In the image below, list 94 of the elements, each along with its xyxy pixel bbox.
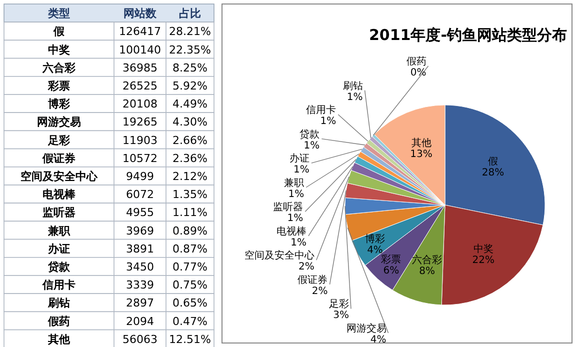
category-label: 监听器 — [42, 206, 76, 220]
category-label: 六合彩 — [42, 61, 76, 74]
data-label: 13% — [410, 149, 432, 160]
data-label: 3969 — [126, 224, 154, 238]
data-label: 1% — [294, 164, 310, 176]
data-label: 0% — [410, 68, 426, 78]
data-label: 2.36% — [172, 152, 208, 165]
data-label: 1% — [288, 188, 304, 200]
data-label: 0.89% — [172, 224, 208, 238]
data-label: 1% — [287, 213, 304, 224]
data-label: 4.49% — [172, 98, 208, 111]
data-label: 0.65% — [172, 296, 208, 310]
category-label: 足彩 — [47, 134, 71, 147]
data-label: 1% — [346, 92, 363, 103]
data-label: 4955 — [126, 206, 154, 220]
data-label: 10572 — [122, 152, 158, 165]
data-label: 2897 — [126, 296, 154, 310]
slice-label: 博彩 — [365, 233, 386, 246]
category-label: 兼职 — [47, 224, 71, 238]
category-label: 办证 — [47, 242, 70, 256]
category-label: 假证券 — [42, 152, 76, 165]
category-label: 其他 — [47, 332, 71, 346]
category-label: 假药 — [47, 314, 70, 328]
category-label: 博彩 — [47, 98, 71, 111]
slice-label: 足彩 — [328, 298, 349, 310]
data-label: 20108 — [122, 98, 158, 111]
data-label: 3891 — [126, 242, 154, 256]
data-label: 126417 — [119, 25, 161, 38]
data-label: 26525 — [122, 79, 158, 92]
slice-label: 其他 — [411, 137, 432, 150]
category-label: 贷款 — [47, 260, 71, 274]
data-label: 100140 — [119, 43, 161, 56]
category-label: 信用卡 — [42, 278, 76, 292]
category-label: 中奖 — [48, 43, 70, 56]
slice-label: 假药 — [406, 56, 426, 68]
data-label: 2% — [312, 286, 328, 297]
category-label: 电视棒 — [42, 188, 76, 202]
data-label: 22% — [472, 255, 495, 266]
data-label: 1% — [290, 237, 306, 248]
data-label: 22.35% — [169, 43, 211, 56]
data-label: 19265 — [122, 116, 158, 129]
data-label: 12.51% — [169, 332, 211, 346]
data-label: 28% — [482, 167, 504, 178]
data-label: 8.25% — [172, 61, 208, 74]
slice-label: 空间及安全中心 — [244, 250, 314, 262]
slice-label: 贷款 — [300, 128, 320, 140]
data-label: 6% — [383, 266, 400, 277]
slice-label: 监听器 — [273, 201, 304, 214]
data-label: 9499 — [126, 170, 154, 183]
slice-label: 假证券 — [298, 274, 328, 286]
category-label: 空间及安全中心 — [20, 170, 98, 183]
data-label: 1.35% — [172, 188, 208, 202]
data-label: 4.30% — [172, 116, 208, 129]
data-label: 56063 — [122, 332, 158, 346]
text: 类型 — [47, 7, 70, 20]
data-label: 11903 — [122, 134, 158, 147]
slice-label: 刷钻 — [342, 80, 363, 92]
data-label: 4% — [370, 334, 386, 346]
data-label: 6072 — [126, 188, 154, 202]
slice-label: 中奖 — [473, 243, 494, 256]
data-label: 0.77% — [172, 260, 208, 274]
slice-label: 信用卡 — [306, 104, 336, 116]
data-label: 0.75% — [172, 278, 208, 292]
data-label: 1.11% — [172, 206, 208, 220]
data-label: 1% — [320, 116, 336, 128]
category-label: 彩票 — [47, 79, 70, 92]
series-label: 网站数 — [124, 7, 158, 20]
data-label: 28.21% — [169, 25, 211, 38]
slice-label: 电视棒 — [276, 225, 306, 238]
data-label: 3% — [333, 310, 349, 322]
data-label: 0.47% — [172, 314, 208, 328]
data-label: 2094 — [126, 314, 154, 328]
category-label: 假 — [52, 25, 66, 38]
data-label: 4% — [367, 245, 383, 256]
data-label: 3450 — [126, 260, 154, 274]
data-label: 2% — [298, 262, 314, 273]
data-label: 36985 — [122, 61, 158, 74]
data-label: 1% — [304, 140, 320, 152]
data-label: 8% — [419, 266, 436, 277]
slice-label: 网游交易 — [346, 322, 386, 334]
slice-label: 兼职 — [284, 176, 304, 189]
slice-label: 六合彩 — [412, 254, 442, 266]
category-label: 刷钻 — [47, 296, 70, 310]
slice-label: 假 — [488, 156, 498, 168]
data-label: 0.87% — [172, 242, 208, 256]
data-label: 5.92% — [172, 79, 208, 92]
data-label: 2.12% — [172, 170, 208, 183]
data-label: 3339 — [126, 278, 154, 292]
chart-title: 2011年度-钓鱼网站类型分布 — [369, 26, 567, 44]
text: 占比 — [179, 7, 201, 20]
slice-label: 彩票 — [381, 254, 402, 266]
category-label: 网游交易 — [37, 116, 81, 129]
data-label: 2.66% — [172, 134, 208, 147]
slice-label: 办证 — [289, 152, 310, 165]
